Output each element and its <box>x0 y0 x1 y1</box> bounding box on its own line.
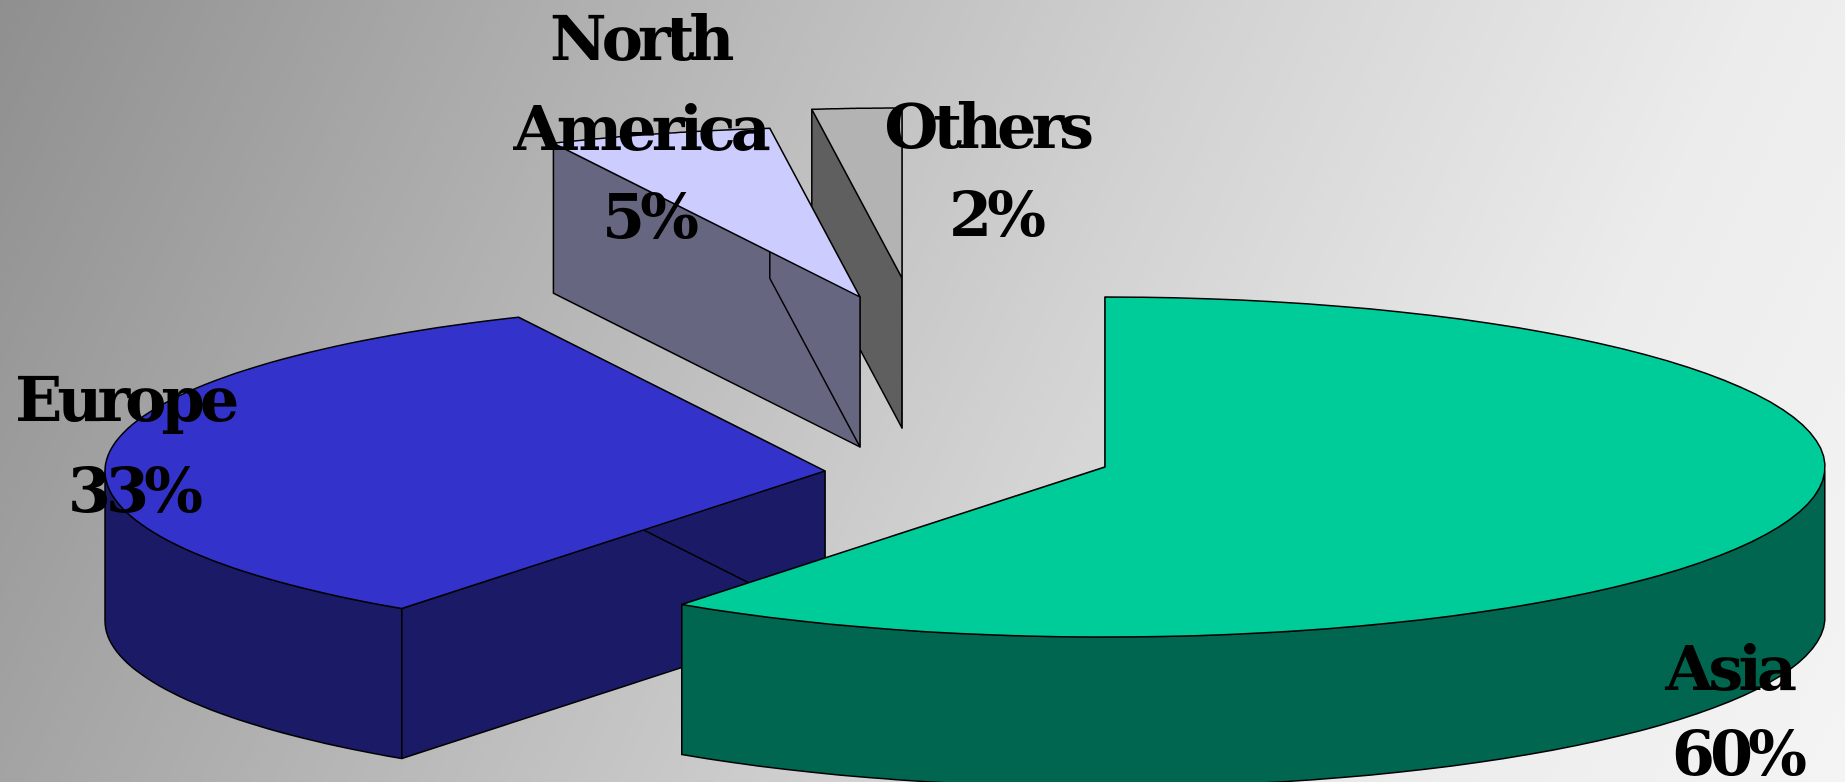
label-europe-pct: 33% <box>68 454 202 527</box>
label-others: Others 2% <box>884 90 1105 251</box>
label-asia-name: Asia <box>1664 632 1796 705</box>
slice-top-europe <box>104 316 826 610</box>
label-north-america-line2: America <box>513 92 770 165</box>
slice-north-america <box>552 127 861 448</box>
label-north-america: North America 5% <box>513 2 783 253</box>
slice-top-asia <box>681 296 1826 638</box>
slice-europe <box>104 316 826 760</box>
label-north-america-pct: 5% <box>602 180 698 253</box>
slice-asia <box>681 296 1826 782</box>
label-europe: Europe 33% <box>15 363 251 527</box>
slice-others <box>811 107 903 429</box>
label-others-name: Others <box>884 90 1092 163</box>
pie-labels: Europe 33% North America 5% Others 2% As… <box>15 2 1811 782</box>
pie-slices <box>104 107 1826 782</box>
label-asia-pct: 60% <box>1672 717 1806 782</box>
slice-top-north-america <box>552 127 861 298</box>
slice-top-others <box>811 107 903 279</box>
label-europe-name: Europe <box>15 363 237 436</box>
label-asia: Asia 60% <box>1664 632 1808 782</box>
label-north-america-line1: North <box>550 2 733 75</box>
label-others-pct: 2% <box>949 178 1045 251</box>
